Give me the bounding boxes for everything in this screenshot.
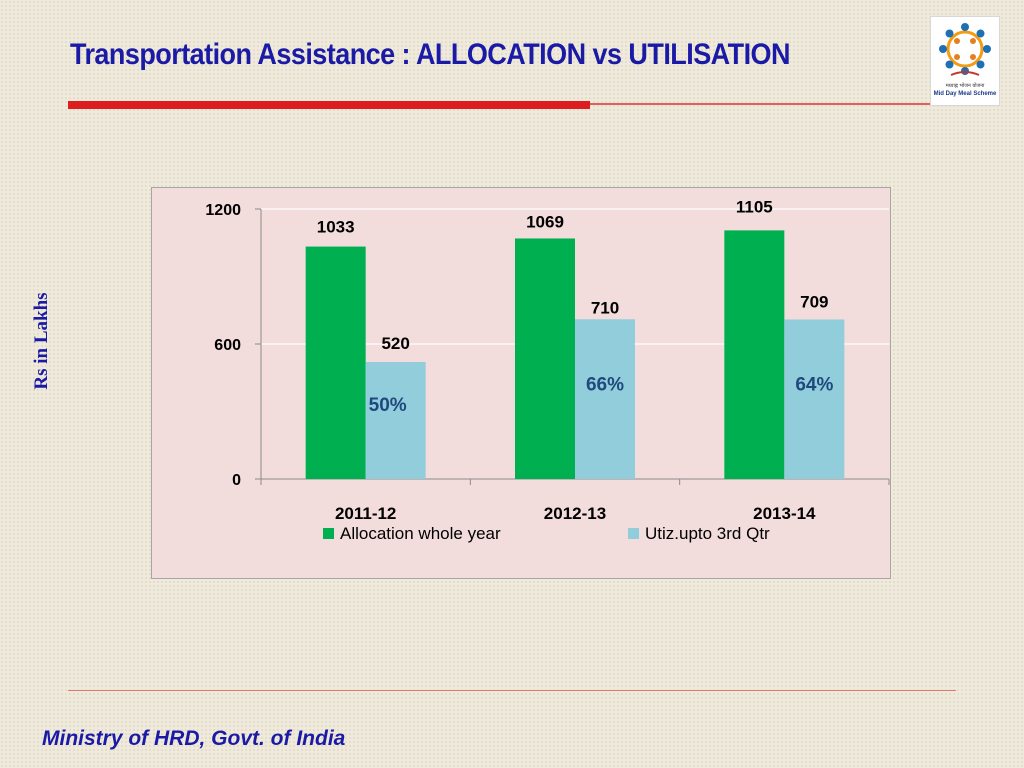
- percent-annotation: 50%: [369, 395, 407, 416]
- title-underline-extension: [590, 103, 930, 105]
- legend-swatch: [323, 528, 334, 539]
- legend-label: Allocation whole year: [340, 524, 501, 543]
- x-tick-label: 2013-14: [753, 504, 816, 523]
- legend-swatch: [628, 528, 639, 539]
- data-label: 710: [591, 298, 619, 317]
- legend-label: Utiz.upto 3rd Qtr: [645, 524, 770, 543]
- y-tick-label: 0: [232, 472, 241, 489]
- x-tick-label: 2011-12: [335, 504, 396, 523]
- bar-chart: 0 600 1200 1033 520 50% 2011-12 1069 710 66% 2012-…: [205, 197, 890, 543]
- footer-text: Ministry of HRD, Govt. of India: [42, 727, 346, 750]
- y-tick-label: 1200: [205, 202, 241, 219]
- percent-annotation: 66%: [586, 374, 624, 395]
- bar: [784, 319, 845, 479]
- bar: [515, 238, 575, 479]
- bar: [305, 246, 366, 479]
- mid-day-meal-logo: मध्याह्न भोजन योजना Mid Day Meal Scheme: [930, 16, 1000, 106]
- data-label: 709: [800, 292, 828, 311]
- data-label: 1069: [526, 212, 564, 231]
- footer-divider: [68, 690, 956, 691]
- data-label: 1033: [317, 218, 355, 237]
- y-axis-label: Rs in Lakhs: [31, 292, 52, 390]
- logo-caption-hindi: मध्याह्न भोजन योजना: [945, 83, 985, 89]
- percent-annotation: 64%: [795, 374, 833, 395]
- bar: [365, 362, 426, 479]
- x-tick-label: 2012-13: [544, 504, 606, 523]
- title-underline: [68, 101, 590, 109]
- data-label: 520: [381, 334, 409, 353]
- logo-caption-english: Mid Day Meal Scheme: [933, 91, 997, 97]
- people-circle-icon: [939, 23, 991, 76]
- bar: [724, 230, 785, 479]
- data-label: 1105: [736, 197, 773, 216]
- slide-title: Transportation Assistance : ALLOCATION v…: [70, 38, 791, 71]
- y-tick-label: 600: [214, 337, 241, 354]
- bar: [575, 319, 635, 479]
